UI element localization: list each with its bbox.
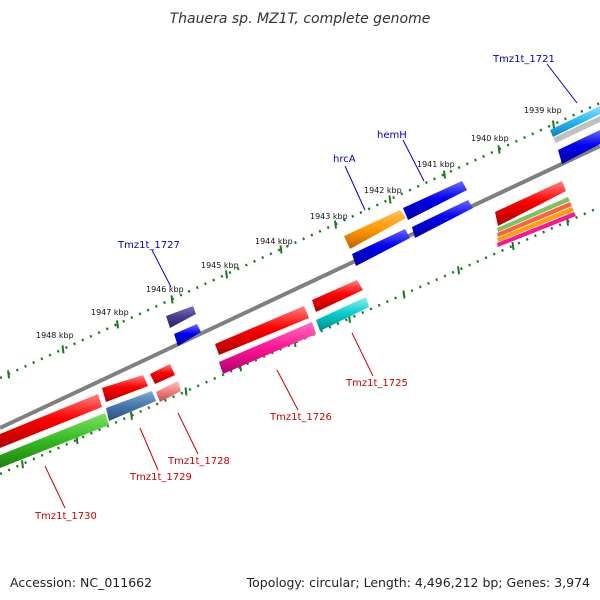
gene-labels: Tmz1t_1721 hemH hrcA Tmz1t_1727 Tmz1t_17… (34, 54, 555, 522)
inner-major-tick (184, 387, 188, 396)
gene-tmz1t-1730-top[interactable] (0, 394, 102, 448)
leader-tmz1t-1726 (276, 369, 299, 411)
gene-hemh-top[interactable] (403, 181, 467, 220)
gene-tmz1t-1727-top[interactable] (166, 306, 196, 328)
gene-label-hrca[interactable]: hrcA (333, 154, 356, 165)
kbp-label-1940: 1940 kbp (471, 134, 509, 143)
map-title: Thauera sp. MZ1T, complete genome (170, 11, 431, 27)
leader-tmz1t-1725 (351, 332, 374, 377)
inner-major-tick (402, 290, 406, 299)
outer-major-tick (334, 220, 337, 229)
gene-label-hemh[interactable]: hemH (377, 130, 407, 141)
gene-tmz1t-1721-mid[interactable] (553, 116, 600, 143)
reverse-features (0, 181, 576, 468)
label-leaders (44, 63, 578, 509)
leader-hemh (402, 139, 425, 182)
forward-features (166, 106, 600, 346)
gene-tmz1t-1728-top[interactable] (150, 364, 175, 384)
leader-tmz1t-1727 (151, 249, 172, 288)
gene-hrca-top[interactable] (344, 210, 406, 249)
gene-tmz1t-1724-stripe-2[interactable] (497, 202, 572, 237)
kbp-label-1943: 1943 kbp (310, 212, 348, 221)
gene-tmz1t-1724-stripe-3[interactable] (497, 207, 574, 242)
gene-label-tmz1t-1721[interactable]: Tmz1t_1721 (492, 54, 555, 65)
outer-major-tick (497, 145, 501, 154)
gene-tmz1t-1721-bot[interactable] (558, 130, 600, 164)
gene-tmz1t-1724-stripe-1[interactable] (497, 197, 570, 232)
inner-major-tick (130, 411, 133, 420)
accession-text: Accession: NC_011662 (10, 575, 153, 590)
inner-major-tick (457, 266, 460, 275)
gene-tmz1t-1726-top[interactable] (215, 306, 309, 355)
outer-ruler-line (0, 101, 600, 380)
kbp-labels: 1939 kbp 1940 kbp 1941 kbp 1942 kbp 1943… (36, 106, 562, 340)
outer-major-tick (279, 245, 283, 254)
outer-major-tick (170, 295, 174, 304)
outer-major-tick (7, 370, 10, 379)
inner-ruler-line (0, 205, 600, 476)
gene-tmz1t-1725-bot[interactable] (316, 297, 369, 331)
gene-tmz1t-1727-bot[interactable] (174, 324, 201, 346)
outer-major-tick (61, 345, 65, 354)
gene-label-tmz1t-1727[interactable]: Tmz1t_1727 (117, 240, 180, 251)
kbp-label-1948: 1948 kbp (36, 331, 74, 340)
kbp-label-1941: 1941 kbp (417, 160, 455, 169)
kbp-label-1946: 1946 kbp (146, 285, 184, 294)
gene-tmz1t-1729-top[interactable] (102, 375, 148, 402)
gene-tmz1t-1730-bot[interactable] (0, 413, 109, 468)
gene-hemh-bot[interactable] (412, 200, 473, 238)
kbp-label-1945: 1945 kbp (201, 261, 239, 270)
inner-major-tick (511, 241, 515, 251)
gene-label-tmz1t-1729[interactable]: Tmz1t_1729 (129, 472, 192, 483)
gene-tmz1t-1721-top[interactable] (550, 106, 600, 137)
outer-major-tick (552, 120, 555, 129)
gene-hrca-bot[interactable] (352, 229, 410, 266)
genome-backbone (0, 144, 600, 430)
kbp-label-1947: 1947 kbp (91, 308, 129, 317)
gene-tmz1t-1724-top[interactable] (495, 181, 566, 226)
outer-major-tick (225, 270, 228, 279)
leader-tmz1t-1728 (177, 412, 199, 455)
gene-label-tmz1t-1728[interactable]: Tmz1t_1728 (167, 456, 230, 467)
gene-tmz1t-1728-bot[interactable] (156, 381, 181, 402)
gene-label-tmz1t-1726[interactable]: Tmz1t_1726 (269, 412, 332, 423)
gene-tmz1t-1726-bot[interactable] (219, 322, 316, 374)
genome-summary-text: Topology: circular; Length: 4,496,212 bp… (246, 575, 590, 590)
gene-tmz1t-1729-bot[interactable] (106, 391, 156, 421)
leader-tmz1t-1730 (44, 465, 66, 509)
gene-tmz1t-1724-stripe-4[interactable] (497, 212, 576, 247)
outer-major-tick (388, 195, 392, 204)
leader-hrca (344, 165, 366, 211)
kbp-label-1944: 1944 kbp (255, 237, 293, 246)
leader-tmz1t-1721 (546, 63, 578, 104)
gene-label-tmz1t-1725[interactable]: Tmz1t_1725 (345, 378, 408, 389)
gene-tmz1t-1725-top[interactable] (312, 280, 363, 312)
outer-major-tick (116, 320, 119, 329)
inner-major-tick (21, 460, 24, 469)
kbp-label-1939: 1939 kbp (524, 106, 562, 115)
leader-tmz1t-1729 (139, 427, 159, 471)
kbp-label-1942: 1942 kbp (364, 186, 402, 195)
outer-major-tick (443, 170, 446, 179)
gene-label-tmz1t-1730[interactable]: Tmz1t_1730 (34, 511, 97, 522)
